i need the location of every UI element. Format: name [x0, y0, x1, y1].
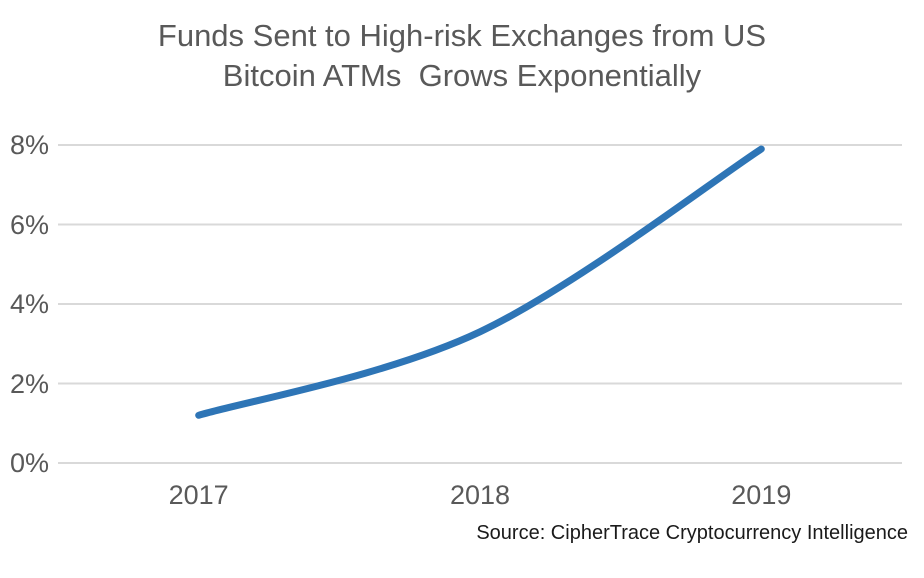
source-caption: Source: CipherTrace Cryptocurrency Intel… — [476, 522, 908, 544]
chart-title-line2: Bitcoin ATMs Grows Exponentially — [222, 58, 702, 93]
y-tick-label: 8% — [10, 130, 50, 160]
y-tick-label: 2% — [10, 368, 50, 399]
chart-title-line1: Funds Sent to High-risk Exchanges from U… — [157, 18, 767, 53]
x-tick-label: 2018 — [449, 480, 511, 510]
x-tick-label: 2019 — [731, 480, 792, 510]
y-tick-label: 4% — [10, 289, 50, 319]
x-tick-label: 2017 — [168, 480, 229, 510]
chart-title: Funds Sent to High-risk Exchanges from U… — [0, 16, 924, 96]
series-line — [195, 145, 765, 419]
y-tick-label: 0% — [10, 448, 50, 478]
y-tick-label: 6% — [10, 209, 50, 240]
